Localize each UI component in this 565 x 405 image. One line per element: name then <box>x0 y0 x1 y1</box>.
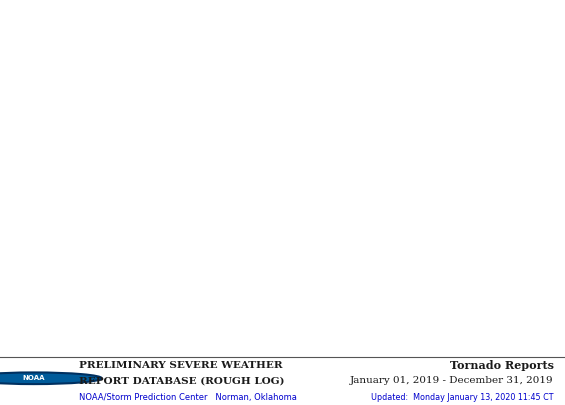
Text: PRELIMINARY SEVERE WEATHER: PRELIMINARY SEVERE WEATHER <box>79 360 282 370</box>
Text: NOAA/Storm Prediction Center   Norman, Oklahoma: NOAA/Storm Prediction Center Norman, Okl… <box>79 393 297 402</box>
Text: January 01, 2019 - December 31, 2019: January 01, 2019 - December 31, 2019 <box>350 376 554 385</box>
Text: NOAA: NOAA <box>23 375 45 381</box>
Text: Updated:  Monday January 13, 2020 11:45 CT: Updated: Monday January 13, 2020 11:45 C… <box>371 393 554 402</box>
Text: Tornado Reports: Tornado Reports <box>450 360 554 371</box>
Circle shape <box>0 373 102 384</box>
Text: REPORT DATABASE (ROUGH LOG): REPORT DATABASE (ROUGH LOG) <box>79 376 285 385</box>
